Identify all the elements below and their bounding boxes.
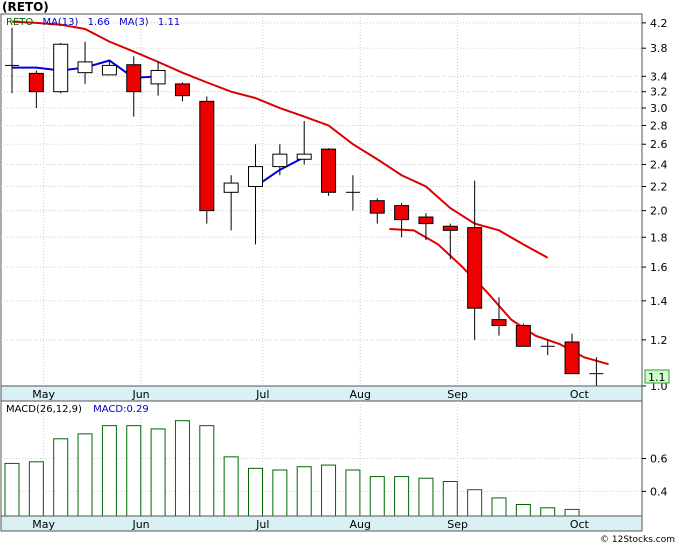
month-label: Sep: [447, 518, 468, 531]
macd-bar: [442, 481, 458, 517]
macd-bar: [174, 420, 190, 517]
price-tick-label: 2.2: [650, 180, 668, 193]
macd-value: MACD:0.29: [93, 404, 149, 415]
candle-up: [77, 61, 93, 74]
macd-bar: [101, 425, 117, 517]
macd-bar: [369, 476, 385, 517]
candlesticks: [5, 27, 604, 389]
price-tick-label: 2.8: [650, 119, 668, 132]
macd-bar: [272, 469, 288, 517]
macd-bar: [345, 469, 361, 517]
macd-bar: [223, 456, 239, 517]
month-labels-bottom: May Jun Jul Aug Sep Oct: [32, 518, 589, 531]
macd-bar: [564, 508, 580, 517]
macd-params: MACD(26,12,9): [6, 404, 82, 415]
legend-ma3-value: 1.11: [158, 17, 180, 28]
macd-bar: [248, 467, 263, 517]
month-labels-top: May Jun Jul Aug Sep Oct: [32, 388, 589, 401]
candle-up: [223, 182, 239, 193]
legend-ma3-label: MA(3): [119, 17, 149, 28]
candle-down: [321, 148, 337, 193]
macd-bar: [540, 507, 556, 517]
month-label: May: [32, 388, 55, 401]
macd-axis: 0.6 0.4: [642, 453, 668, 498]
macd-bar: [150, 428, 166, 517]
price-tick-label: 3.2: [650, 86, 668, 99]
candle-down: [467, 227, 483, 309]
last-price-label: 1.1: [648, 371, 666, 384]
macd-bar: [296, 466, 312, 517]
month-label: Jun: [131, 518, 149, 531]
legend-ticker: RETO: [6, 17, 33, 28]
month-label: Sep: [447, 388, 468, 401]
macd-legend: MACD(26,12,9) MACD:0.29: [6, 404, 149, 415]
macd-bar: [418, 477, 434, 517]
price-tick-label: 4.2: [650, 17, 668, 30]
macd-bar: [491, 497, 507, 517]
candle-down: [442, 225, 458, 231]
candle-down: [199, 100, 215, 212]
price-tick-label: 3.8: [650, 42, 668, 55]
macd-bar: [515, 504, 531, 517]
month-label: Jul: [255, 518, 269, 531]
macd-bar: [394, 476, 410, 517]
price-grid: [1, 14, 642, 387]
candle-up: [248, 166, 263, 187]
price-tick-label: 2.4: [650, 158, 668, 171]
macd-bar: [4, 462, 20, 517]
ma13-line: [11, 20, 549, 259]
price-tick-label: 3.0: [650, 102, 668, 115]
macd-bar: [467, 489, 483, 517]
candle-down: [394, 205, 410, 221]
month-label: Jul: [255, 388, 269, 401]
candle-down: [491, 319, 507, 327]
month-label: Oct: [570, 388, 590, 401]
price-tick-label: 1.2: [650, 334, 668, 347]
candle-down: [564, 341, 580, 375]
price-tick-label: 2.0: [650, 205, 668, 218]
macd-tick-label: 0.4: [650, 485, 668, 498]
price-tick-label: 3.4: [650, 70, 668, 83]
chart-title: (RETO): [2, 0, 49, 14]
macd-bar: [199, 425, 215, 517]
price-tick-label: 1.4: [650, 295, 668, 308]
month-axis-bottom: [0, 515, 643, 532]
legend-ma13-value: 1.66: [88, 17, 110, 28]
candle-up: [272, 153, 288, 168]
candle-up: [53, 43, 69, 93]
macd-bar: [126, 425, 142, 517]
candle-down: [126, 64, 142, 93]
month-label: Aug: [349, 518, 370, 531]
month-label: Oct: [570, 518, 590, 531]
month-axis-top: [0, 385, 643, 402]
candle-down: [28, 72, 44, 93]
legend-ma13-label: MA(13): [42, 17, 78, 28]
macd-bar: [77, 433, 93, 517]
candle-up: [296, 153, 312, 160]
price-tick-label: 1.8: [650, 231, 668, 244]
month-label: Aug: [349, 388, 370, 401]
legend: RETO MA(13) 1.66 MA(3) 1.11: [6, 17, 180, 28]
macd-bar: [28, 461, 44, 517]
candle-down: [418, 216, 434, 225]
macd-bar: [53, 438, 69, 517]
candle-down: [515, 325, 531, 347]
month-label: May: [32, 518, 55, 531]
candle-up: [150, 69, 166, 85]
price-tick-label: 1.6: [650, 261, 668, 274]
price-axis: 4.2 3.8 3.4 3.2 3.0 2.8 2.6 2.4 2.2 2.0 1.8 1.6 1.4 1…: [642, 17, 668, 393]
price-panel: [0, 13, 643, 387]
ma13-series: [11, 20, 549, 259]
macd-tick-label: 0.6: [650, 453, 668, 466]
last-price-badge: [644, 369, 670, 384]
candle-up: [101, 64, 117, 76]
candle-down: [174, 83, 190, 97]
copyright: © 12Stocks.com: [600, 535, 675, 545]
macd-bar: [321, 464, 337, 517]
price-tick-label: 2.6: [650, 138, 668, 151]
macd-histogram: [4, 420, 580, 517]
month-label: Jun: [131, 388, 149, 401]
candle-down: [369, 200, 385, 214]
